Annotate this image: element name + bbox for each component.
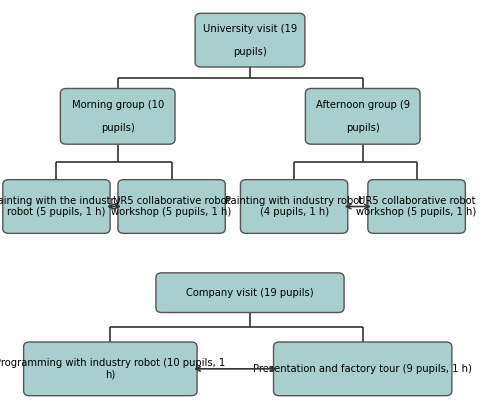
FancyBboxPatch shape xyxy=(240,180,348,234)
FancyBboxPatch shape xyxy=(274,342,452,396)
FancyBboxPatch shape xyxy=(368,180,466,234)
FancyBboxPatch shape xyxy=(306,88,420,144)
FancyBboxPatch shape xyxy=(24,342,197,396)
Text: Morning group (10

pupils): Morning group (10 pupils) xyxy=(72,100,164,133)
Text: Painting with industry robot
(4 pupils, 1 h): Painting with industry robot (4 pupils, … xyxy=(225,196,363,217)
Text: Afternoon group (9

pupils): Afternoon group (9 pupils) xyxy=(316,100,410,133)
Text: Programming with industry robot (10 pupils, 1
h): Programming with industry robot (10 pupi… xyxy=(0,358,226,380)
FancyBboxPatch shape xyxy=(118,180,226,234)
Text: UR5 collaborative robot
workshop (5 pupils, 1 h): UR5 collaborative robot workshop (5 pupi… xyxy=(356,196,476,217)
FancyBboxPatch shape xyxy=(60,88,175,144)
FancyBboxPatch shape xyxy=(195,13,305,67)
Text: Presentation and factory tour (9 pupils, 1 h): Presentation and factory tour (9 pupils,… xyxy=(254,364,472,374)
FancyBboxPatch shape xyxy=(3,180,110,234)
Text: University visit (19

pupils): University visit (19 pupils) xyxy=(203,24,297,57)
Text: Company visit (19 pupils): Company visit (19 pupils) xyxy=(186,288,314,298)
Text: UR5 collaborative robot
workshop (5 pupils, 1 h): UR5 collaborative robot workshop (5 pupi… xyxy=(112,196,232,217)
Text: Painting with the industry
robot (5 pupils, 1 h): Painting with the industry robot (5 pupi… xyxy=(0,196,120,217)
FancyBboxPatch shape xyxy=(156,273,344,312)
